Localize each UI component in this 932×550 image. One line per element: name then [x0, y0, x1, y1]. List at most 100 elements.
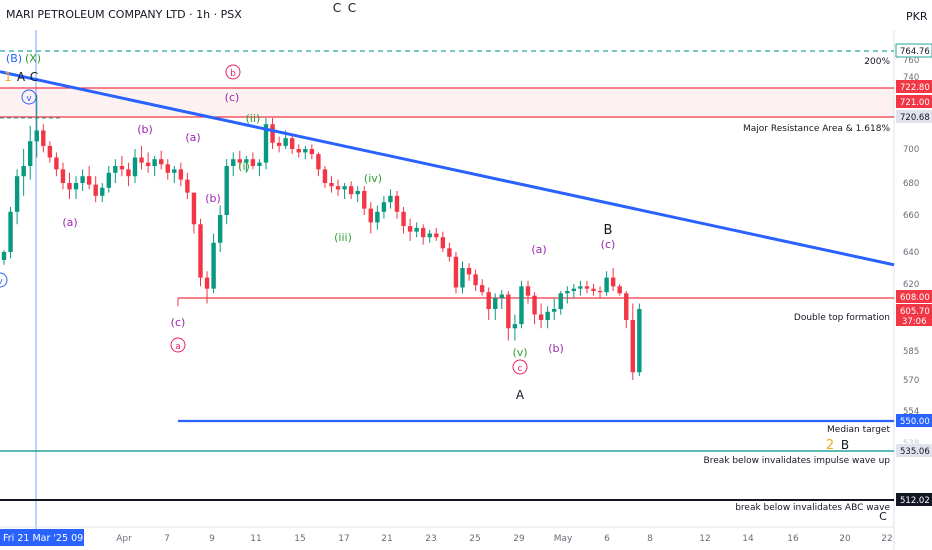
candle-body	[119, 166, 125, 170]
annotation-text: break below invalidates ABC wave	[735, 503, 890, 513]
price-label-countdown: 37:06	[902, 317, 927, 327]
candle-body	[493, 298, 498, 309]
candle-body	[571, 288, 577, 291]
candle-body	[401, 211, 406, 227]
candle-body	[355, 191, 360, 195]
candle-body	[113, 166, 118, 173]
price-tick-label: 554	[903, 407, 919, 417]
candle-body	[224, 166, 229, 215]
price-label-box	[896, 414, 932, 427]
candle-body	[545, 311, 550, 320]
time-tick-label: 17	[338, 534, 349, 544]
time-tick-label: 15	[294, 534, 305, 544]
candle-body	[14, 176, 20, 212]
candle-body	[270, 124, 275, 143]
candle-body	[100, 187, 105, 196]
candle-body	[132, 157, 138, 177]
candle-body	[584, 286, 590, 289]
wave-label: a	[175, 342, 181, 352]
annotation-text: Break below invalidates impulse wave up	[704, 456, 891, 466]
time-tick-label: 23	[425, 534, 436, 544]
candle-body	[375, 211, 380, 223]
candle-body	[532, 295, 537, 315]
price-label-box	[896, 444, 932, 457]
wave-label-circle	[0, 272, 8, 288]
wave-label-circle	[512, 359, 528, 375]
price-label-value: 764.76	[900, 47, 930, 57]
candle-body	[296, 149, 301, 153]
wave-label: (X)	[25, 52, 41, 65]
price-tick-label: 760	[903, 56, 919, 66]
candle-body	[525, 286, 531, 296]
candle-body	[126, 169, 131, 177]
candle-body	[211, 242, 216, 289]
wave-label: (c)	[171, 316, 186, 329]
wave-label: (a)	[185, 131, 200, 144]
candle-body	[309, 149, 315, 155]
candle-body	[460, 268, 465, 288]
time-tick-label: 21	[381, 534, 392, 544]
time-tick-label: 8	[647, 534, 653, 544]
candle-body	[165, 164, 170, 173]
price-label-value: 535.06	[900, 447, 930, 457]
wave-label: (B)	[6, 52, 22, 65]
candle-body	[237, 159, 242, 163]
candle-body	[591, 288, 596, 291]
candle-body	[348, 186, 354, 195]
wave-label: 1	[4, 70, 12, 84]
resistance-band	[0, 88, 894, 117]
candle-body	[290, 138, 295, 149]
price-label-value: 720.68	[900, 113, 930, 123]
candle-body	[276, 142, 282, 146]
candle-body	[185, 179, 190, 193]
candle-body	[172, 169, 177, 173]
wave-label: (iv)	[364, 172, 382, 185]
price-label-box	[895, 43, 932, 58]
candle-body	[191, 192, 197, 225]
candle-body	[139, 157, 144, 163]
currency-label: PKR	[906, 10, 928, 23]
price-label-box	[896, 110, 932, 123]
time-tick-label: 16	[787, 534, 799, 544]
candle-body	[250, 159, 256, 166]
wave-label: (b)	[205, 192, 221, 205]
candle-body	[1, 252, 7, 260]
crosshair-date-box	[0, 529, 84, 546]
candle-body	[217, 215, 223, 243]
wave-labels: CC(B)(X)1ACvv(a)(b)(a)(b)(c)ab(c)(ii)(i)…	[0, 1, 887, 523]
chart-title: MARI PETROLEUM COMPANY LTD · 1h · PSX	[6, 8, 242, 21]
candle-body	[54, 157, 59, 170]
time-axis[interactable]: Apr 7 9 11 15 17 21 23 25 29 May 6 8 12 14 16 20 22	[116, 534, 893, 544]
candle-body	[486, 292, 491, 309]
wave-label: 2	[826, 438, 834, 453]
descending-trendline[interactable]	[0, 70, 895, 267]
price-tick-label: 620	[903, 280, 919, 290]
time-tick-label: 29	[513, 534, 525, 544]
wave-label: A	[17, 70, 26, 84]
wave-label: v	[26, 94, 32, 104]
candle-body	[362, 191, 367, 209]
candle-body	[558, 293, 563, 309]
wave-label: B	[841, 438, 849, 452]
trendline[interactable]	[0, 70, 895, 267]
price-label-box	[896, 80, 932, 93]
wave-label: (b)	[137, 123, 153, 136]
candle-body	[578, 286, 583, 289]
candle-body	[41, 130, 46, 146]
wave-label: C	[333, 1, 341, 15]
wave-label: (ii)	[246, 112, 261, 125]
wave-label: A	[516, 388, 525, 402]
candle-body	[335, 186, 341, 190]
wave-label: c	[518, 364, 523, 374]
time-tick-label: 7	[164, 534, 170, 544]
wave-label: (iii)	[334, 231, 352, 244]
time-tick-label: 20	[839, 534, 851, 544]
candle-body	[231, 159, 236, 166]
candle-body	[86, 176, 92, 185]
candle-body	[447, 248, 452, 257]
candle-body	[8, 211, 13, 252]
candle-body	[368, 208, 373, 223]
candle-body	[479, 285, 485, 293]
